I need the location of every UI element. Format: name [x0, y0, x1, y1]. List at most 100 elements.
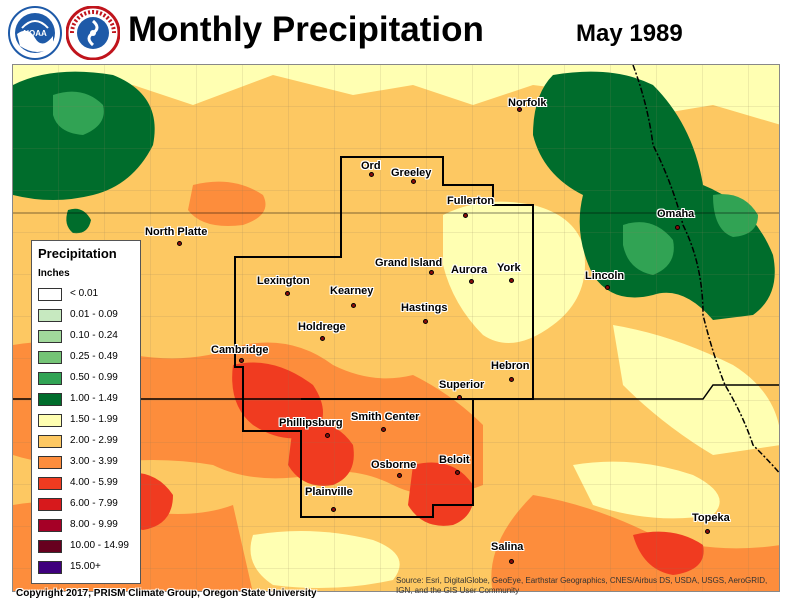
- city-dot-north-platte: [177, 241, 182, 246]
- legend-swatch: [38, 414, 62, 427]
- city-label-york: York: [497, 262, 521, 274]
- city-label-phillipsburg: Phillipsburg: [279, 417, 343, 429]
- legend-item: 3.00 - 3.99: [38, 455, 138, 471]
- city-label-plainville: Plainville: [305, 486, 353, 498]
- legend-label: 15.00+: [70, 561, 101, 572]
- city-dot-hebron: [509, 377, 514, 382]
- city-dot-cambridge: [239, 358, 244, 363]
- legend-item: 4.00 - 5.99: [38, 476, 138, 492]
- map-date: May 1989: [576, 20, 683, 47]
- city-dot-lincoln: [605, 285, 610, 290]
- legend-label: 8.00 - 9.99: [70, 519, 118, 530]
- legend-swatch: [38, 351, 62, 364]
- city-label-superior: Superior: [439, 379, 485, 391]
- city-dot-holdrege: [320, 336, 325, 341]
- legend-swatch: [38, 330, 62, 343]
- city-dot-osborne: [397, 473, 402, 478]
- city-label-holdrege: Holdrege: [298, 321, 346, 333]
- legend-label: 1.50 - 1.99: [70, 414, 118, 425]
- legend-label: 1.00 - 1.49: [70, 393, 118, 404]
- city-label-grand-island: Grand Island: [375, 257, 443, 269]
- city-dot-york: [509, 278, 514, 283]
- legend-item: 15.00+: [38, 560, 138, 576]
- city-label-beloit: Beloit: [439, 454, 470, 466]
- city-label-salina: Salina: [491, 541, 524, 553]
- source-attribution: Source: Esri, DigitalGlobe, GeoEye, Eart…: [396, 576, 768, 595]
- legend-item: 1.00 - 1.49: [38, 392, 138, 408]
- legend-swatch: [38, 309, 62, 322]
- city-dot-superior: [457, 395, 462, 400]
- city-label-kearney: Kearney: [330, 285, 374, 297]
- legend-item: 0.01 - 0.09: [38, 308, 138, 324]
- city-label-topeka: Topeka: [692, 512, 730, 524]
- legend-swatch: [38, 435, 62, 448]
- legend-title: Precipitation: [38, 246, 117, 261]
- legend-swatch: [38, 477, 62, 490]
- legend-swatch: [38, 519, 62, 532]
- header: NOAA Monthly Precipitation May 1989: [0, 0, 792, 64]
- legend-units: Inches: [38, 268, 70, 279]
- city-label-osborne: Osborne: [371, 459, 417, 471]
- legend-item: < 0.01: [38, 287, 138, 303]
- legend-label: 0.01 - 0.09: [70, 309, 118, 320]
- legend-item: 0.10 - 0.24: [38, 329, 138, 345]
- city-dot-grand-island: [429, 270, 434, 275]
- legend-label: 3.00 - 3.99: [70, 456, 118, 467]
- legend-swatch: [38, 540, 62, 553]
- legend-label: 0.25 - 0.49: [70, 351, 118, 362]
- legend-item: 1.50 - 1.99: [38, 413, 138, 429]
- legend-item: 10.00 - 14.99: [38, 539, 138, 555]
- city-label-hebron: Hebron: [491, 360, 530, 372]
- legend-label: 10.00 - 14.99: [70, 540, 129, 551]
- legend-item: 8.00 - 9.99: [38, 518, 138, 534]
- legend-label: 6.00 - 7.99: [70, 498, 118, 509]
- legend-label: 0.50 - 0.99: [70, 372, 118, 383]
- legend-item: 2.00 - 2.99: [38, 434, 138, 450]
- legend-label: 4.00 - 5.99: [70, 477, 118, 488]
- city-dot-beloit: [455, 470, 460, 475]
- city-label-greeley: Greeley: [391, 167, 432, 179]
- legend-swatch: [38, 393, 62, 406]
- highlighted-region-outline: [234, 156, 534, 518]
- city-dot-aurora: [469, 279, 474, 284]
- legend-swatch: [38, 498, 62, 511]
- city-label-smith-center: Smith Center: [351, 411, 420, 423]
- city-label-ord: Ord: [361, 160, 381, 172]
- legend-item: 0.50 - 0.99: [38, 371, 138, 387]
- city-label-north-platte: North Platte: [145, 226, 208, 238]
- city-dot-topeka: [705, 529, 710, 534]
- map-title: Monthly Precipitation: [128, 10, 484, 49]
- legend-label: < 0.01: [70, 288, 99, 299]
- city-dot-hastings: [423, 319, 428, 324]
- city-dot-lexington: [285, 291, 290, 296]
- city-dot-omaha: [675, 225, 680, 230]
- legend-swatch: [38, 561, 62, 574]
- city-label-lincoln: Lincoln: [585, 270, 625, 282]
- legend-swatch: [38, 372, 62, 385]
- city-dot-smith-center: [381, 427, 386, 432]
- city-dot-phillipsburg: [325, 433, 330, 438]
- city-dot-greeley: [411, 179, 416, 184]
- city-dot-fullerton: [463, 213, 468, 218]
- legend: Precipitation Inches < 0.01 0.01 - 0.09 0.…: [31, 240, 141, 584]
- city-label-aurora: Aurora: [451, 264, 488, 276]
- city-label-lexington: Lexington: [257, 275, 310, 287]
- copyright-text: Copyright 2017, PRISM Climate Group, Ore…: [16, 588, 317, 599]
- legend-label: 0.10 - 0.24: [70, 330, 118, 341]
- legend-item: 0.25 - 0.49: [38, 350, 138, 366]
- legend-label: 2.00 - 2.99: [70, 435, 118, 446]
- city-dot-norfolk: [517, 107, 522, 112]
- missouri-river-border: [632, 65, 779, 474]
- city-label-norfolk: Norfolk: [508, 97, 547, 109]
- legend-swatch: [38, 456, 62, 469]
- national-weather-service-logo: [65, 5, 121, 61]
- legend-swatch: [38, 288, 62, 301]
- city-label-cambridge: Cambridge: [211, 344, 269, 356]
- city-dot-kearney: [351, 303, 356, 308]
- city-label-omaha: Omaha: [657, 208, 695, 220]
- city-label-fullerton: Fullerton: [447, 195, 495, 207]
- legend-item: 6.00 - 7.99: [38, 497, 138, 513]
- svg-text:NOAA: NOAA: [23, 29, 47, 38]
- city-dot-salina: [509, 559, 514, 564]
- city-label-hastings: Hastings: [401, 302, 448, 314]
